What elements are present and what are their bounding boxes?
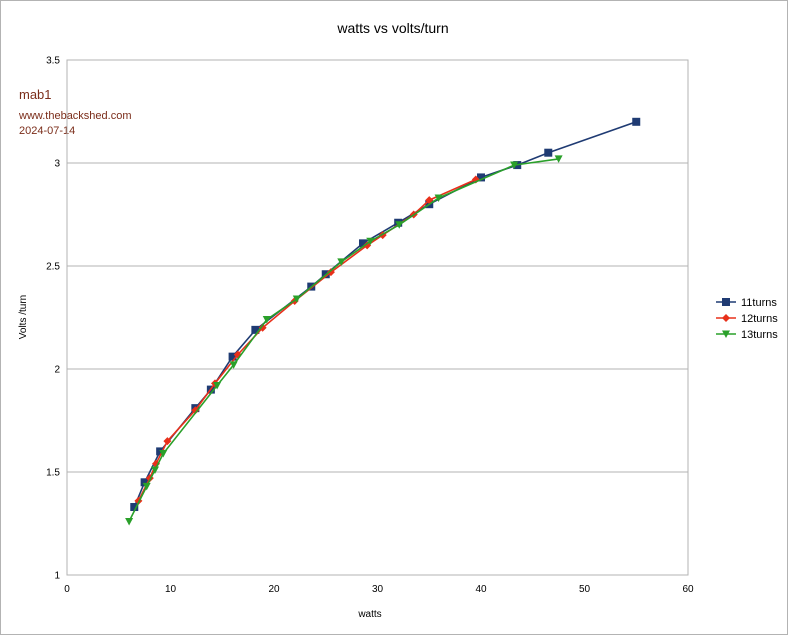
- data-point-12turns: [163, 437, 172, 446]
- legend: 11turns 12turns 13turns: [716, 297, 778, 341]
- annotation-author: mab1: [19, 87, 52, 102]
- y-tick-label: 3: [54, 159, 60, 170]
- x-tick-label: 60: [682, 584, 694, 595]
- data-point-11turns: [477, 173, 485, 182]
- data-point-13turns: [337, 258, 346, 266]
- x-tick-label: 30: [372, 584, 384, 595]
- data-point-13turns: [213, 381, 222, 390]
- legend-marker: [722, 314, 730, 322]
- series-13turns: [125, 155, 563, 526]
- data-point-13turns: [159, 449, 168, 458]
- data-point-13turns: [292, 295, 301, 303]
- x-tick-label: 40: [475, 584, 487, 595]
- x-tick-label: 10: [165, 584, 177, 595]
- series-12turns: [134, 175, 480, 505]
- legend-label: 11turns: [741, 297, 777, 309]
- data-point-11turns: [228, 352, 237, 361]
- legend-item-13turns: 13turns: [716, 329, 778, 341]
- data-point-11turns: [359, 239, 368, 248]
- x-tick-label: 50: [579, 584, 591, 595]
- data-point-12turns: [258, 323, 267, 332]
- y-axis-label: Volts /turn: [18, 295, 29, 339]
- legend-label: 12turns: [741, 313, 778, 325]
- y-tick-label: 1: [54, 571, 60, 582]
- legend-label: 13turns: [741, 329, 778, 341]
- legend-item-12turns: 12turns: [716, 313, 778, 325]
- series-line-11turns: [133, 121, 637, 508]
- y-tick-label: 2: [54, 365, 60, 376]
- data-point-12turns: [152, 459, 161, 468]
- data-point-13turns: [434, 194, 443, 203]
- data-point-13turns: [366, 237, 375, 246]
- x-axis-ticks: 0 10 20 30 40 50 60: [64, 584, 694, 595]
- data-point-13turns: [125, 517, 134, 526]
- data-point-13turns: [554, 155, 563, 163]
- data-point-12turns: [326, 268, 335, 277]
- data-point-13turns: [150, 466, 159, 474]
- data-point-12turns: [191, 406, 200, 415]
- x-tick-label: 20: [268, 584, 280, 595]
- y-axis-ticks: 1 1.5 2 2.5 3 3.5: [46, 56, 60, 582]
- x-axis-label: watts: [357, 609, 381, 620]
- plot-area-border: [66, 59, 689, 576]
- y-tick-label: 1.5: [46, 468, 60, 479]
- data-point-13turns: [395, 221, 404, 229]
- grid-lines: [67, 59, 688, 576]
- series-line-12turns: [137, 178, 477, 502]
- annotation-website: www.thebackshed.com: [18, 110, 132, 122]
- data-point-11turns: [130, 503, 139, 512]
- legend-marker: [722, 298, 730, 306]
- data-point-11turns: [632, 117, 641, 126]
- legend-marker: [722, 330, 730, 338]
- data-point-13turns: [142, 482, 151, 491]
- data-point-13turns: [229, 361, 238, 369]
- annotation-date: 2024-07-14: [19, 125, 75, 137]
- series-group: [125, 117, 641, 526]
- y-tick-label: 3.5: [46, 56, 60, 67]
- series-line-13turns: [128, 158, 559, 522]
- data-point-11turns: [140, 478, 149, 487]
- data-point-12turns: [363, 241, 372, 250]
- data-point-13turns: [262, 316, 271, 324]
- y-tick-label: 2.5: [46, 262, 60, 273]
- data-point-11turns: [544, 148, 553, 157]
- series-11turns: [130, 117, 641, 512]
- data-point-11turns: [251, 325, 260, 334]
- data-point-13turns: [510, 161, 519, 170]
- legend-item-11turns: 11turns: [716, 297, 777, 309]
- x-tick-label: 0: [64, 584, 70, 595]
- chart-title: watts vs volts/turn: [336, 20, 448, 36]
